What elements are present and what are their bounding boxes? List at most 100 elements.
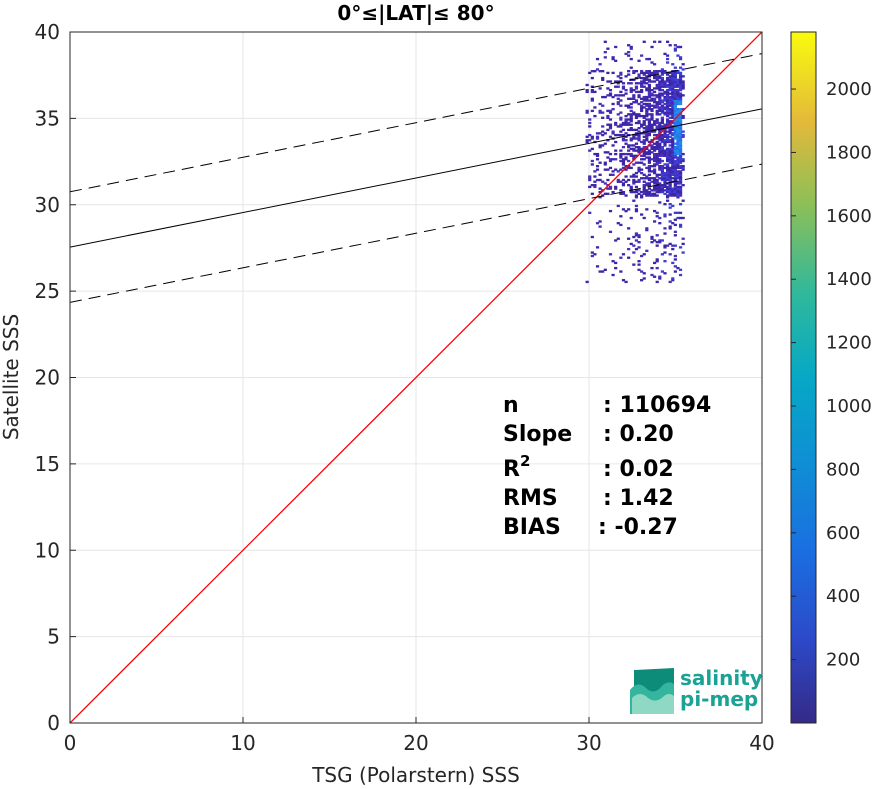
density-cell: [681, 152, 685, 156]
density-cell: [627, 208, 631, 211]
density-cell: [611, 130, 615, 133]
density-cell: [640, 80, 644, 83]
density-cell: [624, 132, 628, 135]
stat-label-slope: Slope: [503, 422, 572, 447]
density-cell: [629, 128, 633, 132]
density-cell: [673, 165, 677, 168]
density-cell: [676, 83, 680, 87]
density-cell: [653, 87, 657, 90]
density-cell: [655, 102, 659, 106]
density-cell: [673, 75, 677, 78]
density-cell: [671, 166, 675, 170]
density-cell: [653, 75, 657, 78]
density-cell: [614, 266, 618, 270]
density-cell: [650, 151, 654, 154]
density-cell: [640, 125, 644, 128]
density-cell: [678, 156, 683, 159]
density-cell: [655, 133, 659, 137]
density-cell: [668, 280, 672, 284]
x-tick-label: 10: [230, 731, 255, 755]
density-cell: [658, 182, 662, 185]
density-cell: [634, 234, 639, 237]
density-cell: [671, 116, 675, 119]
density-cell: [645, 108, 649, 111]
density-cell: [663, 184, 667, 187]
density-cell: [671, 165, 675, 168]
density-cell: [653, 71, 657, 75]
density-cell: [653, 99, 657, 102]
density-cell: [673, 194, 677, 197]
density-cell: [647, 80, 652, 83]
density-cell: [681, 114, 685, 118]
density-cell: [642, 187, 646, 190]
density-cell: [614, 80, 618, 83]
y-tick-label: 0: [47, 711, 60, 735]
density-cell: [629, 242, 633, 246]
density-cell: [665, 133, 670, 137]
density-cell: [642, 189, 646, 192]
density-cell: [655, 71, 659, 75]
density-cell: [678, 75, 683, 78]
density-cell: [642, 71, 646, 75]
density-cell: [668, 190, 672, 194]
density-cell: [624, 175, 628, 178]
stat-value-r: : 0.02: [603, 457, 674, 482]
density-cell: [632, 190, 636, 194]
density-cell: [647, 70, 652, 73]
density-cell: [678, 152, 683, 156]
density-cell: [614, 140, 618, 144]
density-cell: [603, 182, 607, 185]
density-cell: [642, 106, 646, 109]
density-cell: [616, 178, 620, 182]
density-cell: [629, 97, 633, 100]
density-cell: [645, 78, 649, 81]
density-cell: [627, 144, 631, 147]
density-cell: [653, 63, 657, 66]
density-cell: [658, 189, 662, 192]
density-cell: [640, 171, 644, 175]
density-cell: [668, 161, 672, 164]
density-cell: [624, 280, 628, 284]
density-cell: [658, 108, 662, 111]
density-cell: [606, 192, 610, 195]
density-cell: [590, 137, 594, 140]
density-cell: [665, 168, 670, 171]
density-cell: [645, 70, 649, 73]
density-cell: [671, 121, 675, 125]
density-cell: [678, 159, 683, 163]
density-cell: [658, 101, 662, 104]
density-cell: [681, 133, 685, 137]
density-cell: [590, 85, 594, 88]
density-cell: [668, 104, 672, 107]
density-cell: [621, 163, 626, 166]
density-cell: [671, 80, 675, 83]
density-cell: [640, 190, 644, 194]
density-cell: [665, 199, 670, 202]
density-cell: [665, 185, 670, 189]
density-cell: [658, 92, 662, 95]
density-cell: [673, 133, 677, 137]
density-cell: [678, 132, 683, 135]
density-cell: [678, 246, 683, 249]
density-cell: [673, 254, 677, 258]
density-cell: [665, 140, 670, 144]
density-cell: [676, 54, 680, 57]
density-cell: [642, 177, 646, 180]
density-cell: [647, 102, 652, 106]
density-cell: [619, 168, 623, 171]
density-cell: [645, 189, 649, 192]
density-cell: [653, 261, 657, 265]
density-cell: [640, 54, 644, 57]
colorbar-tick-label: 1000: [826, 396, 872, 417]
density-cell: [650, 61, 654, 64]
density-cell: [642, 95, 646, 99]
stat-label-rms: RMS: [503, 486, 558, 511]
density-cell: [671, 194, 675, 197]
y-tick-label: 5: [47, 625, 60, 649]
density-cell: [603, 192, 607, 195]
density-cell: [663, 52, 667, 56]
density-cell: [598, 225, 602, 228]
density-cell: [621, 166, 626, 170]
density-cell: [585, 90, 589, 94]
density-cell: [606, 139, 610, 142]
